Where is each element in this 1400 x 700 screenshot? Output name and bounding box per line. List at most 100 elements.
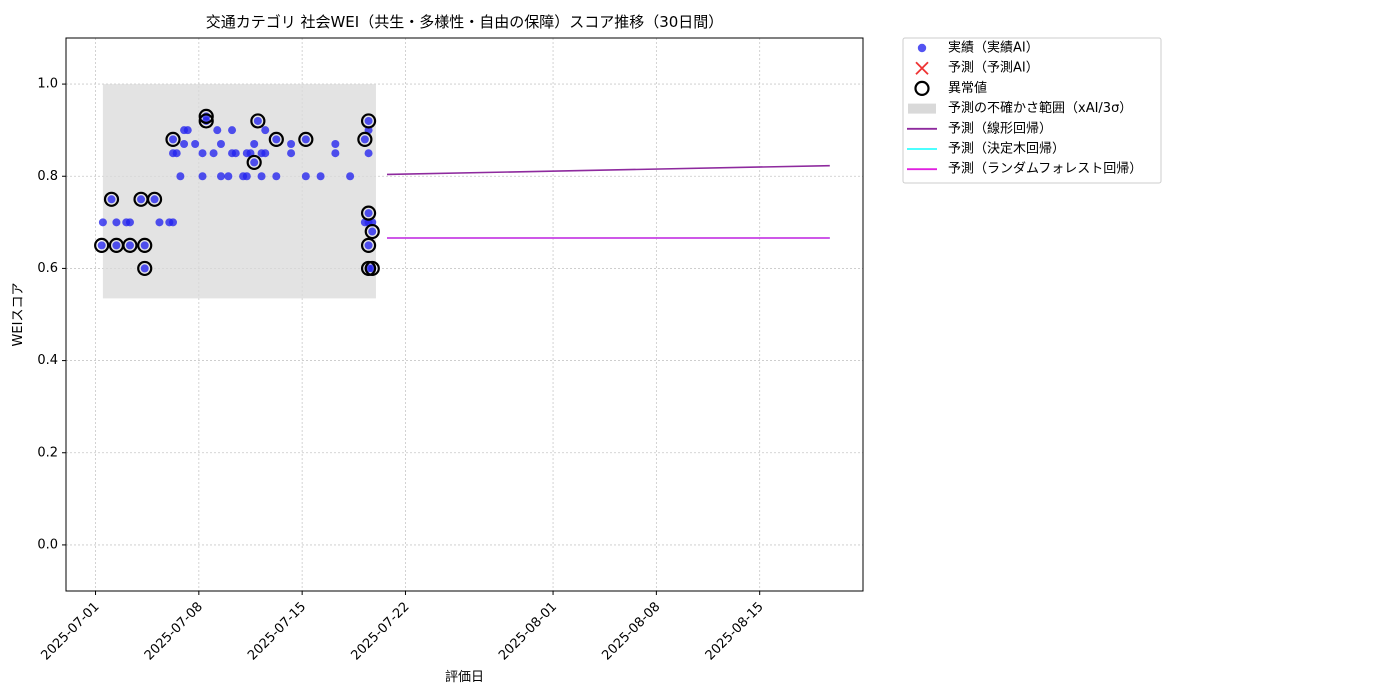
y-axis-title: WEIスコア: [11, 283, 26, 347]
actual-point: [253, 116, 262, 125]
anomaly-marker: [268, 131, 284, 147]
legend-label: 予測（線形回帰）: [948, 120, 1052, 136]
actual-point: [125, 241, 134, 250]
legend-label: 予測（ランダムフォレスト回帰）: [948, 161, 1142, 177]
legend-forecast-x: [915, 61, 929, 75]
actual-point: [191, 139, 200, 148]
actual-point: [198, 149, 207, 158]
x-tick-label: 2025-07-15: [245, 599, 309, 663]
actual-point: [316, 172, 325, 181]
anomaly-marker: [364, 223, 380, 240]
actual-point: [331, 139, 340, 148]
actual-point: [216, 139, 225, 148]
chart-title: 交通カテゴリ 社会WEI（共生・多様性・自由の保障）スコア推移（30日間）: [206, 13, 724, 31]
actual-point: [228, 126, 237, 135]
actual-point: [364, 149, 373, 158]
anomaly-marker: [137, 237, 153, 253]
actual-point: [257, 172, 266, 181]
x-tick-label: 2025-07-22: [348, 599, 412, 663]
x-tick-label: 2025-07-01: [39, 599, 103, 663]
y-tick-label: 0.8: [37, 169, 58, 184]
actual-point: [150, 195, 159, 204]
legend-label: 予測の不確かさ範囲（xAI/3σ）: [948, 100, 1132, 116]
actual-point: [224, 172, 233, 181]
actual-point: [97, 241, 106, 250]
y-tick-label: 0.6: [37, 261, 58, 276]
actual-point: [213, 126, 222, 135]
x-tick-label: 2025-07-08: [142, 599, 206, 663]
y-tick-label: 1.0: [37, 77, 58, 92]
actual-point: [346, 172, 355, 181]
actual-point: [155, 218, 164, 227]
anomaly-marker: [250, 113, 266, 129]
anomaly-marker: [364, 260, 380, 277]
actual-point: [107, 195, 116, 204]
legend-frame: [902, 37, 1162, 184]
anomaly-marker: [360, 113, 377, 129]
actual-point: [272, 172, 281, 181]
actual-point: [137, 195, 146, 204]
anomaly-marker: [360, 205, 377, 221]
legend-anomaly-ring: [914, 80, 930, 97]
actual-point: [364, 116, 373, 125]
x-tick-label: 2025-08-08: [599, 599, 663, 663]
y-axis-ticks: 0.0 0.2 0.4 0.6 0.8 1.0: [37, 77, 66, 552]
actual-point: [272, 135, 281, 144]
actual-point: [301, 172, 310, 181]
anomaly-marker: [246, 154, 262, 171]
x-axis-title: 評価日: [445, 670, 484, 685]
anomaly-marker: [298, 131, 314, 147]
actual-point: [169, 218, 178, 227]
actual-point: [209, 149, 218, 158]
anomaly-marker: [103, 191, 120, 207]
actual-point: [301, 135, 310, 144]
actual-point: [198, 172, 207, 181]
actual-point: [231, 149, 240, 158]
actual-point: [183, 126, 192, 135]
y-tick-label: 0.0: [37, 537, 58, 552]
x-axis-ticks: 2025-07-01 2025-07-08 2025-07-15 2025-07-22…: [39, 591, 767, 663]
plot-area-frame: [65, 37, 864, 592]
actual-point: [169, 135, 178, 144]
anomaly-marker: [94, 237, 110, 253]
anomaly-marker: [146, 191, 163, 207]
anomaly-markers-layer: [94, 108, 380, 277]
anomaly-marker: [360, 237, 377, 253]
actual-point: [112, 218, 121, 227]
legend-actual-dot: [917, 43, 927, 53]
actual-point: [364, 241, 373, 250]
anomaly-marker: [198, 113, 214, 129]
actual-point: [125, 218, 134, 227]
actual-point: [287, 139, 296, 148]
actual-point: [250, 139, 259, 148]
actual-point: [140, 241, 149, 250]
legend-band-swatch: [908, 103, 936, 114]
actual-point: [331, 149, 340, 158]
actual-point: [242, 172, 251, 181]
x-tick-label: 2025-08-15: [703, 599, 767, 663]
actual-point: [261, 149, 270, 158]
actual-point: [364, 209, 373, 218]
linear-forecast-line: [386, 164, 830, 176]
anomaly-marker: [198, 108, 214, 124]
y-tick-label: 0.4: [37, 353, 58, 368]
actual-point: [261, 126, 270, 135]
actual-point: [140, 264, 149, 273]
legend-label: 予測（予測AI）: [948, 61, 1039, 76]
actual-point: [172, 149, 181, 158]
actual-point: [176, 172, 185, 181]
actual-point: [180, 139, 189, 148]
actual-point: [368, 227, 377, 236]
actual-point: [112, 241, 121, 250]
anomaly-marker: [122, 237, 138, 253]
actual-point: [250, 158, 259, 167]
actual-point: [98, 218, 107, 227]
legend-label: 実績（実績AI）: [948, 40, 1039, 56]
anomaly-marker: [165, 131, 181, 147]
y-tick-label: 0.2: [37, 445, 58, 460]
x-tick-label: 2025-08-01: [496, 599, 560, 663]
forecast-lines-layer: [386, 164, 830, 239]
anomaly-marker: [357, 131, 373, 147]
